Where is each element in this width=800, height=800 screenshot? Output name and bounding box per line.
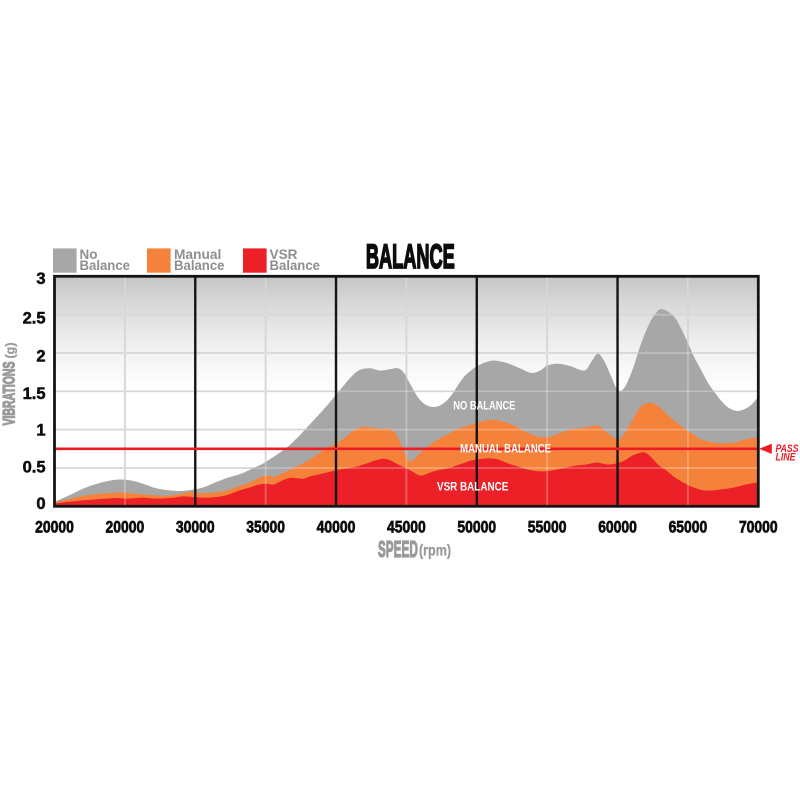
svg-text:NO BALANCE: NO BALANCE [453, 400, 515, 413]
svg-text:PASS: PASS [776, 443, 800, 455]
svg-text:VSR BALANCE: VSR BALANCE [437, 481, 509, 494]
svg-text:(g): (g) [4, 343, 18, 359]
svg-text:45000: 45000 [387, 518, 426, 537]
svg-text:40000: 40000 [317, 518, 356, 537]
svg-text:No: No [80, 247, 98, 262]
svg-text:Balance: Balance [174, 258, 225, 273]
svg-text:20000: 20000 [35, 518, 74, 537]
svg-text:2: 2 [36, 347, 45, 365]
svg-text:30000: 30000 [176, 518, 215, 537]
svg-text:70000: 70000 [739, 518, 778, 537]
svg-text:20000: 20000 [106, 518, 145, 537]
svg-text:35000: 35000 [246, 518, 285, 537]
svg-text:Balance: Balance [270, 258, 321, 273]
svg-text:65000: 65000 [669, 518, 708, 537]
svg-text:(rpm): (rpm) [419, 542, 451, 559]
svg-text:2.5: 2.5 [23, 309, 46, 327]
svg-text:3: 3 [36, 270, 45, 288]
svg-text:55000: 55000 [528, 518, 567, 537]
svg-text:MANUAL BALANCE: MANUAL BALANCE [460, 442, 551, 456]
svg-text:Manual: Manual [174, 247, 221, 262]
svg-text:0: 0 [36, 495, 45, 513]
svg-text:LINE: LINE [776, 452, 797, 464]
svg-text:50000: 50000 [457, 518, 496, 537]
svg-text:0.5: 0.5 [23, 458, 46, 476]
svg-text:60000: 60000 [598, 518, 637, 537]
svg-text:1.5: 1.5 [23, 385, 46, 403]
svg-text:BALANCE: BALANCE [366, 238, 455, 276]
svg-text:VIBRATIONS: VIBRATIONS [1, 362, 19, 426]
svg-text:Balance: Balance [80, 258, 131, 273]
svg-text:VSR: VSR [270, 247, 298, 262]
svg-text:1: 1 [36, 422, 45, 440]
svg-text:SPEED: SPEED [378, 536, 418, 562]
